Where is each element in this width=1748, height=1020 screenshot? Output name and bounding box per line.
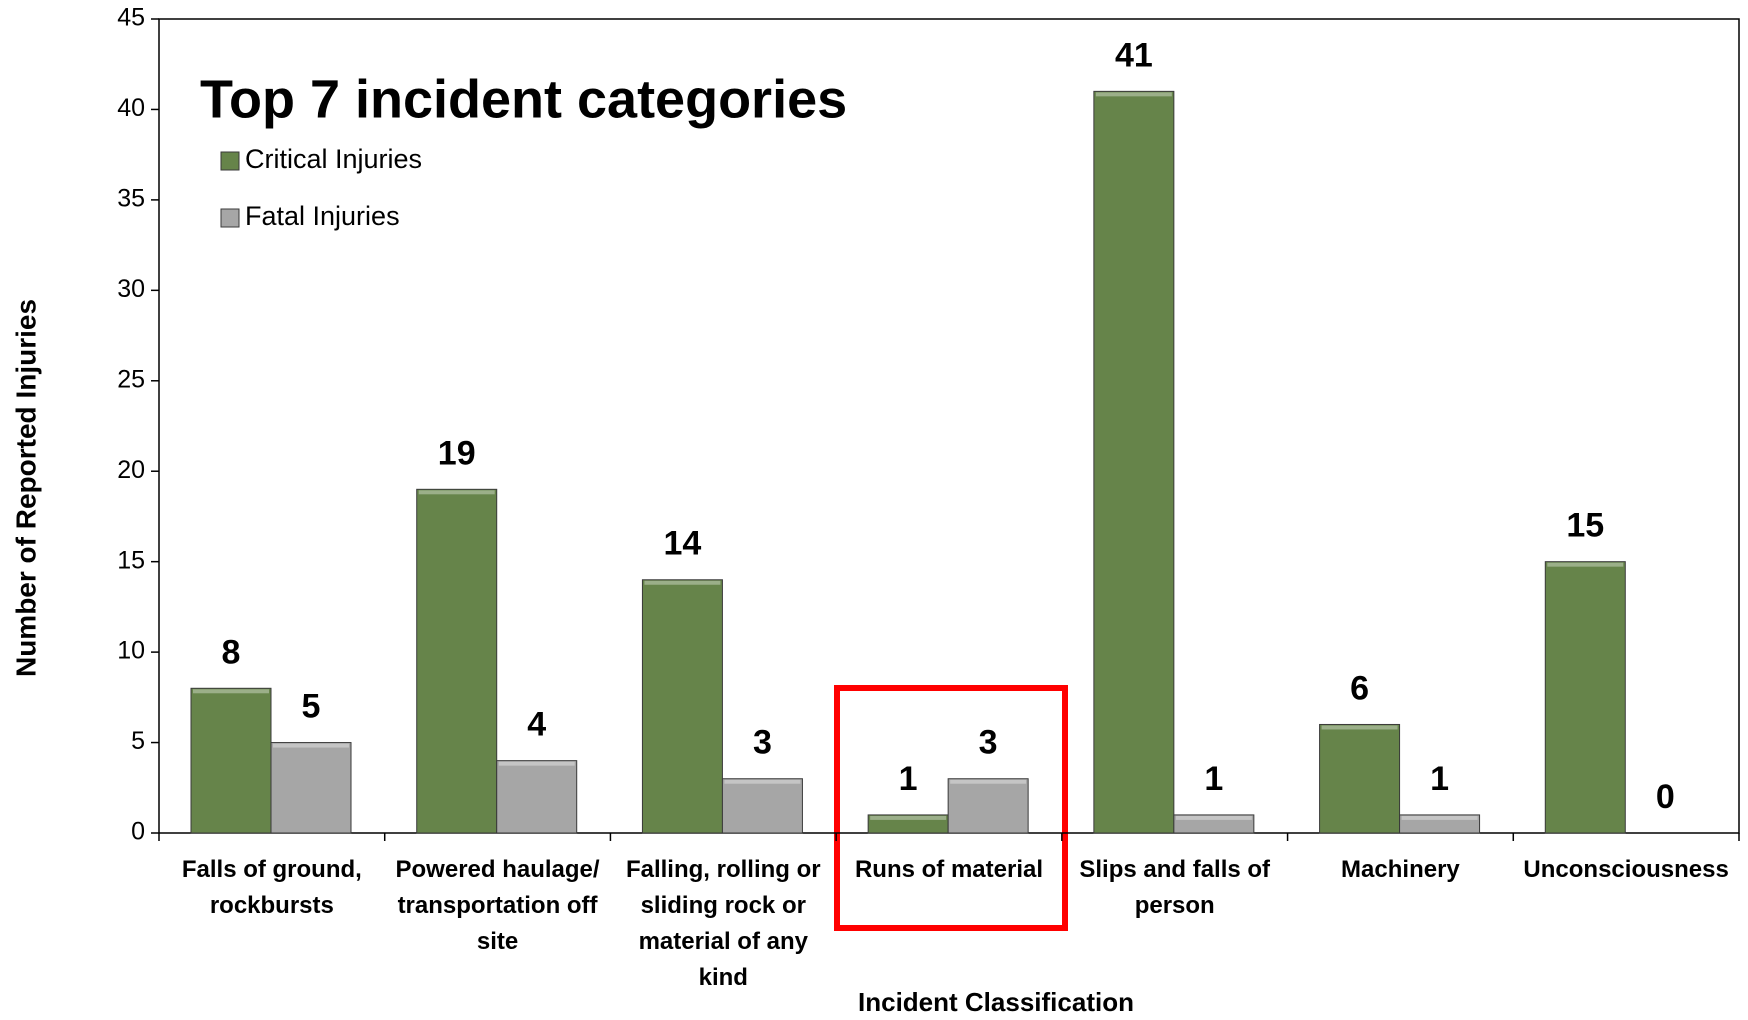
value-label: 1 <box>1430 760 1449 798</box>
bar <box>270 742 352 834</box>
value-label: 3 <box>979 724 998 762</box>
bar-bevel <box>193 689 269 694</box>
bar <box>1173 814 1255 834</box>
x-tick-label: Unconsciousness <box>1523 856 1729 883</box>
value-label: 4 <box>527 706 546 744</box>
bar <box>641 579 723 834</box>
y-tick-label: 35 <box>117 184 145 212</box>
x-tick-label: Runs of material <box>854 856 1044 883</box>
value-label: 3 <box>753 724 772 762</box>
bar <box>721 778 803 834</box>
bar <box>947 778 1029 834</box>
value-label: 8 <box>222 633 241 671</box>
value-label: 41 <box>1115 36 1153 74</box>
legend-swatch <box>220 151 240 171</box>
bar-bevel <box>1401 815 1478 820</box>
highlight-box <box>834 685 1068 931</box>
y-tick-label: 45 <box>117 4 145 32</box>
x-axis-label: Incident Classification <box>858 987 1134 1017</box>
x-tick-label: Slips and falls of person <box>1079 856 1271 919</box>
bar <box>1319 723 1401 834</box>
bar-bevel <box>1547 562 1624 567</box>
y-tick-label: 10 <box>117 637 145 665</box>
value-label: 15 <box>1566 507 1604 545</box>
x-tick-label: Falling, rolling or sliding rock or mate… <box>625 856 821 991</box>
bar-bevel <box>644 580 721 585</box>
bar <box>190 687 272 834</box>
value-label: 0 <box>1656 778 1675 816</box>
y-tick-label: 20 <box>117 456 145 484</box>
bar <box>416 488 498 834</box>
bar <box>496 760 578 834</box>
bar-bevel <box>273 743 349 748</box>
y-tick-label: 25 <box>117 365 145 393</box>
legend-label: Critical Injuries <box>245 144 422 174</box>
bar-bevel <box>1175 815 1252 820</box>
value-label: 6 <box>1350 669 1369 707</box>
y-tick-label: 0 <box>131 818 145 846</box>
y-tick-label: 40 <box>117 94 145 122</box>
bar <box>1399 814 1481 834</box>
y-tick-label: 5 <box>131 727 145 755</box>
bar <box>1544 561 1626 834</box>
bar-bevel <box>950 779 1027 784</box>
y-axis-label: Number of Reported Injuries <box>10 299 41 677</box>
bar-bevel <box>498 761 575 766</box>
bar-bevel <box>870 815 947 820</box>
bar-bevel <box>1321 725 1398 730</box>
bar <box>1093 90 1175 834</box>
value-label: 1 <box>899 760 918 798</box>
legend-swatch <box>220 208 240 228</box>
value-label: 19 <box>438 434 476 472</box>
bar-bevel <box>724 779 801 784</box>
y-tick-label: 15 <box>117 546 145 574</box>
x-tick-label: Machinery <box>1341 856 1460 883</box>
value-label: 14 <box>664 525 702 563</box>
x-tick-label: Falls of ground, rockbursts <box>181 856 362 919</box>
plot-frame <box>158 18 1740 834</box>
value-label: 1 <box>1204 760 1223 798</box>
bar-bevel <box>1095 92 1172 97</box>
value-label: 5 <box>302 688 321 726</box>
chart-title: Top 7 incident categories <box>200 69 847 129</box>
legend-label: Fatal Injuries <box>245 201 400 231</box>
x-tick-label: Powered haulage/ transportation off site <box>395 856 600 955</box>
bar-bevel <box>418 490 495 495</box>
y-tick-label: 30 <box>117 275 145 303</box>
